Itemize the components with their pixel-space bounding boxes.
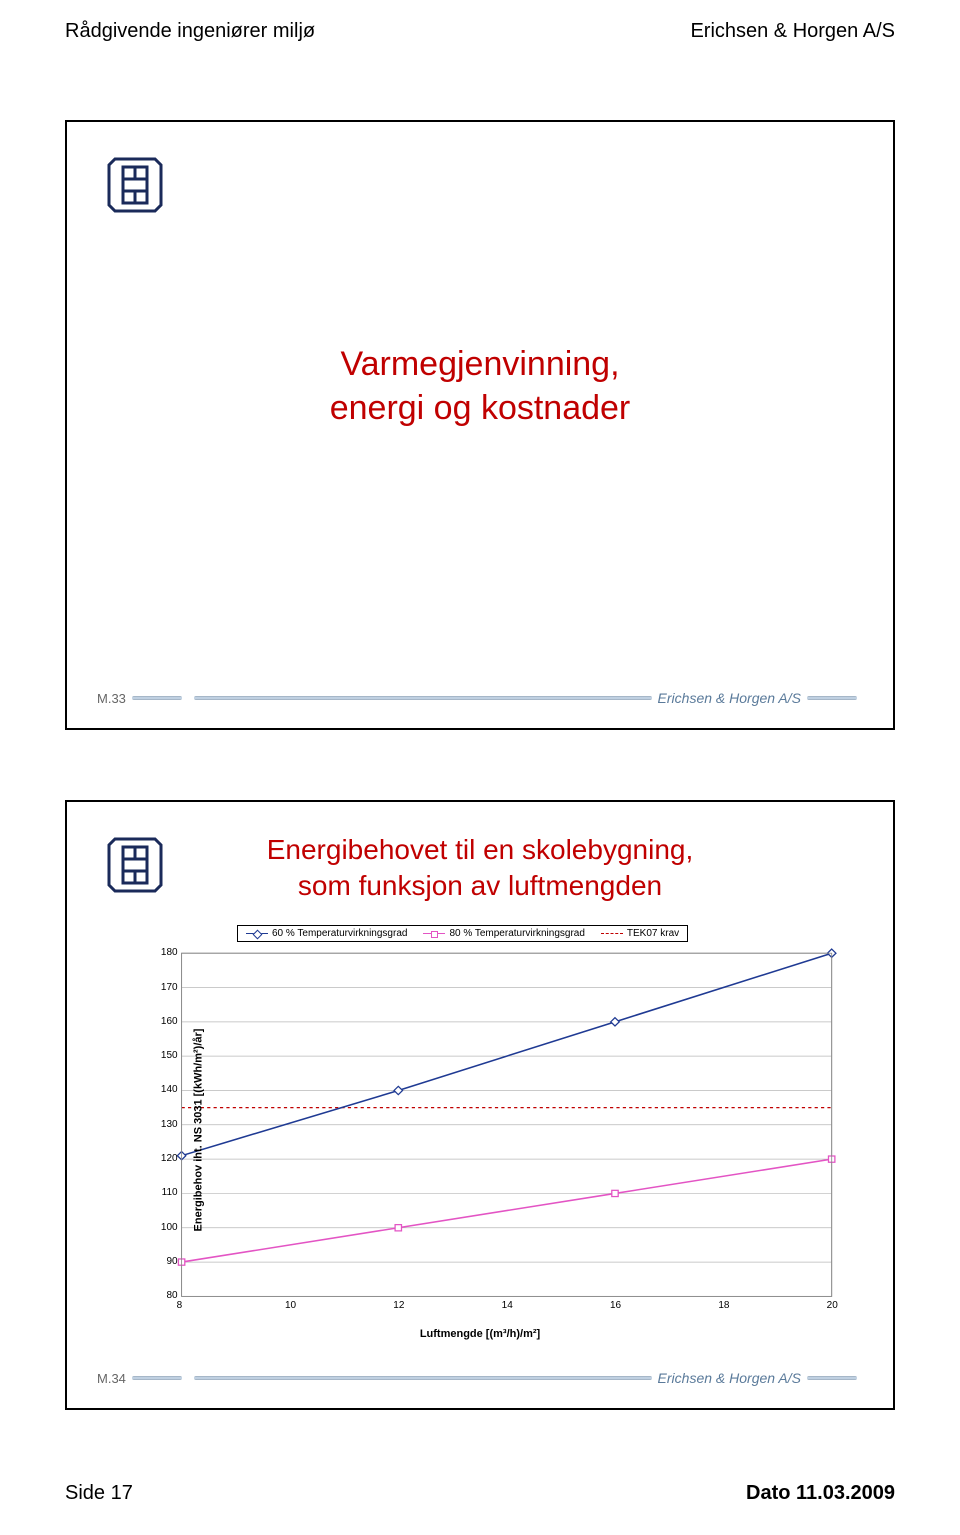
footer-right: Dato 11.03.2009: [746, 1482, 895, 1505]
footer-company: Erichsen & Horgen A/S: [658, 1370, 801, 1386]
legend-swatch: [423, 929, 445, 939]
slide-footer: M.33 Erichsen & Horgen A/S: [97, 690, 863, 706]
y-axis-label: Energibehov iht. NS 3031 [(kWh/m²)/år]: [192, 1029, 204, 1232]
legend-item: 80 % Temperaturvirkningsgrad: [423, 928, 584, 939]
y-tick-label: 110: [162, 1187, 178, 1198]
y-tick-label: 180: [161, 947, 178, 958]
legend-label: 60 % Temperaturvirkningsgrad: [272, 928, 407, 939]
x-tick-label: 18: [718, 1300, 729, 1311]
x-axis-label: Luftmengde [(m³/h)/m²]: [420, 1328, 540, 1340]
x-tick-label: 8: [177, 1300, 183, 1311]
y-tick-label: 120: [161, 1153, 178, 1164]
legend-item: TEK07 krav: [601, 928, 679, 939]
slide-title: Energibehovet til en skolebygning, som f…: [67, 832, 893, 905]
x-tick-label: 10: [285, 1300, 296, 1311]
legend-item: 60 % Temperaturvirkningsgrad: [246, 928, 407, 939]
y-tick-label: 140: [161, 1084, 178, 1095]
footer-bar-right: [807, 1376, 857, 1380]
y-tick-label: 130: [161, 1119, 178, 1130]
x-tick-label: 12: [393, 1300, 404, 1311]
title-line-1: Varmegjenvinning,: [67, 342, 893, 386]
chart-legend: 60 % Temperaturvirkningsgrad 80 % Tempera…: [237, 925, 688, 942]
page-footer: Side 17 Dato 11.03.2009: [65, 1482, 895, 1505]
y-tick-label: 150: [161, 1050, 178, 1061]
footer-bar-left: [132, 696, 182, 700]
slide-number: M.34: [97, 1371, 126, 1386]
legend-label: 80 % Temperaturvirkningsgrad: [449, 928, 584, 939]
y-tick-label: 170: [161, 982, 178, 993]
legend-swatch: [601, 933, 623, 934]
x-tick-label: 20: [827, 1300, 838, 1311]
slide-1: Varmegjenvinning, energi og kostnader M.…: [65, 120, 895, 730]
footer-company: Erichsen & Horgen A/S: [658, 690, 801, 706]
title-line-2: energi og kostnader: [67, 386, 893, 430]
slide-2: Energibehovet til en skolebygning, som f…: [65, 800, 895, 1410]
x-tick-label: 14: [502, 1300, 513, 1311]
header-right: Erichsen & Horgen A/S: [690, 20, 895, 43]
footer-left: Side 17: [65, 1482, 133, 1505]
chart: 60 % Temperaturvirkningsgrad 80 % Tempera…: [107, 922, 853, 1338]
slide-title: Varmegjenvinning, energi og kostnader: [67, 342, 893, 430]
chart-plot: [107, 922, 853, 1338]
logo-icon: [107, 157, 163, 213]
logo-icon: [107, 837, 163, 893]
legend-label: TEK07 krav: [627, 928, 679, 939]
y-tick-label: 90: [166, 1256, 177, 1267]
title-line-2: som funksjon av luftmengden: [67, 868, 893, 904]
footer-bar-left: [132, 1376, 182, 1380]
title-line-1: Energibehovet til en skolebygning,: [67, 832, 893, 868]
y-tick-label: 100: [161, 1222, 178, 1233]
slide-number: M.33: [97, 691, 126, 706]
legend-swatch: [246, 929, 268, 939]
footer-bar: [194, 1376, 652, 1380]
x-tick-label: 16: [610, 1300, 621, 1311]
header-left: Rådgivende ingeniører miljø: [65, 20, 315, 43]
footer-bar: [194, 696, 652, 700]
page-header: Rådgivende ingeniører miljø Erichsen & H…: [65, 20, 895, 43]
slide-footer: M.34 Erichsen & Horgen A/S: [97, 1370, 863, 1386]
y-tick-label: 160: [161, 1016, 178, 1027]
footer-bar-right: [807, 696, 857, 700]
